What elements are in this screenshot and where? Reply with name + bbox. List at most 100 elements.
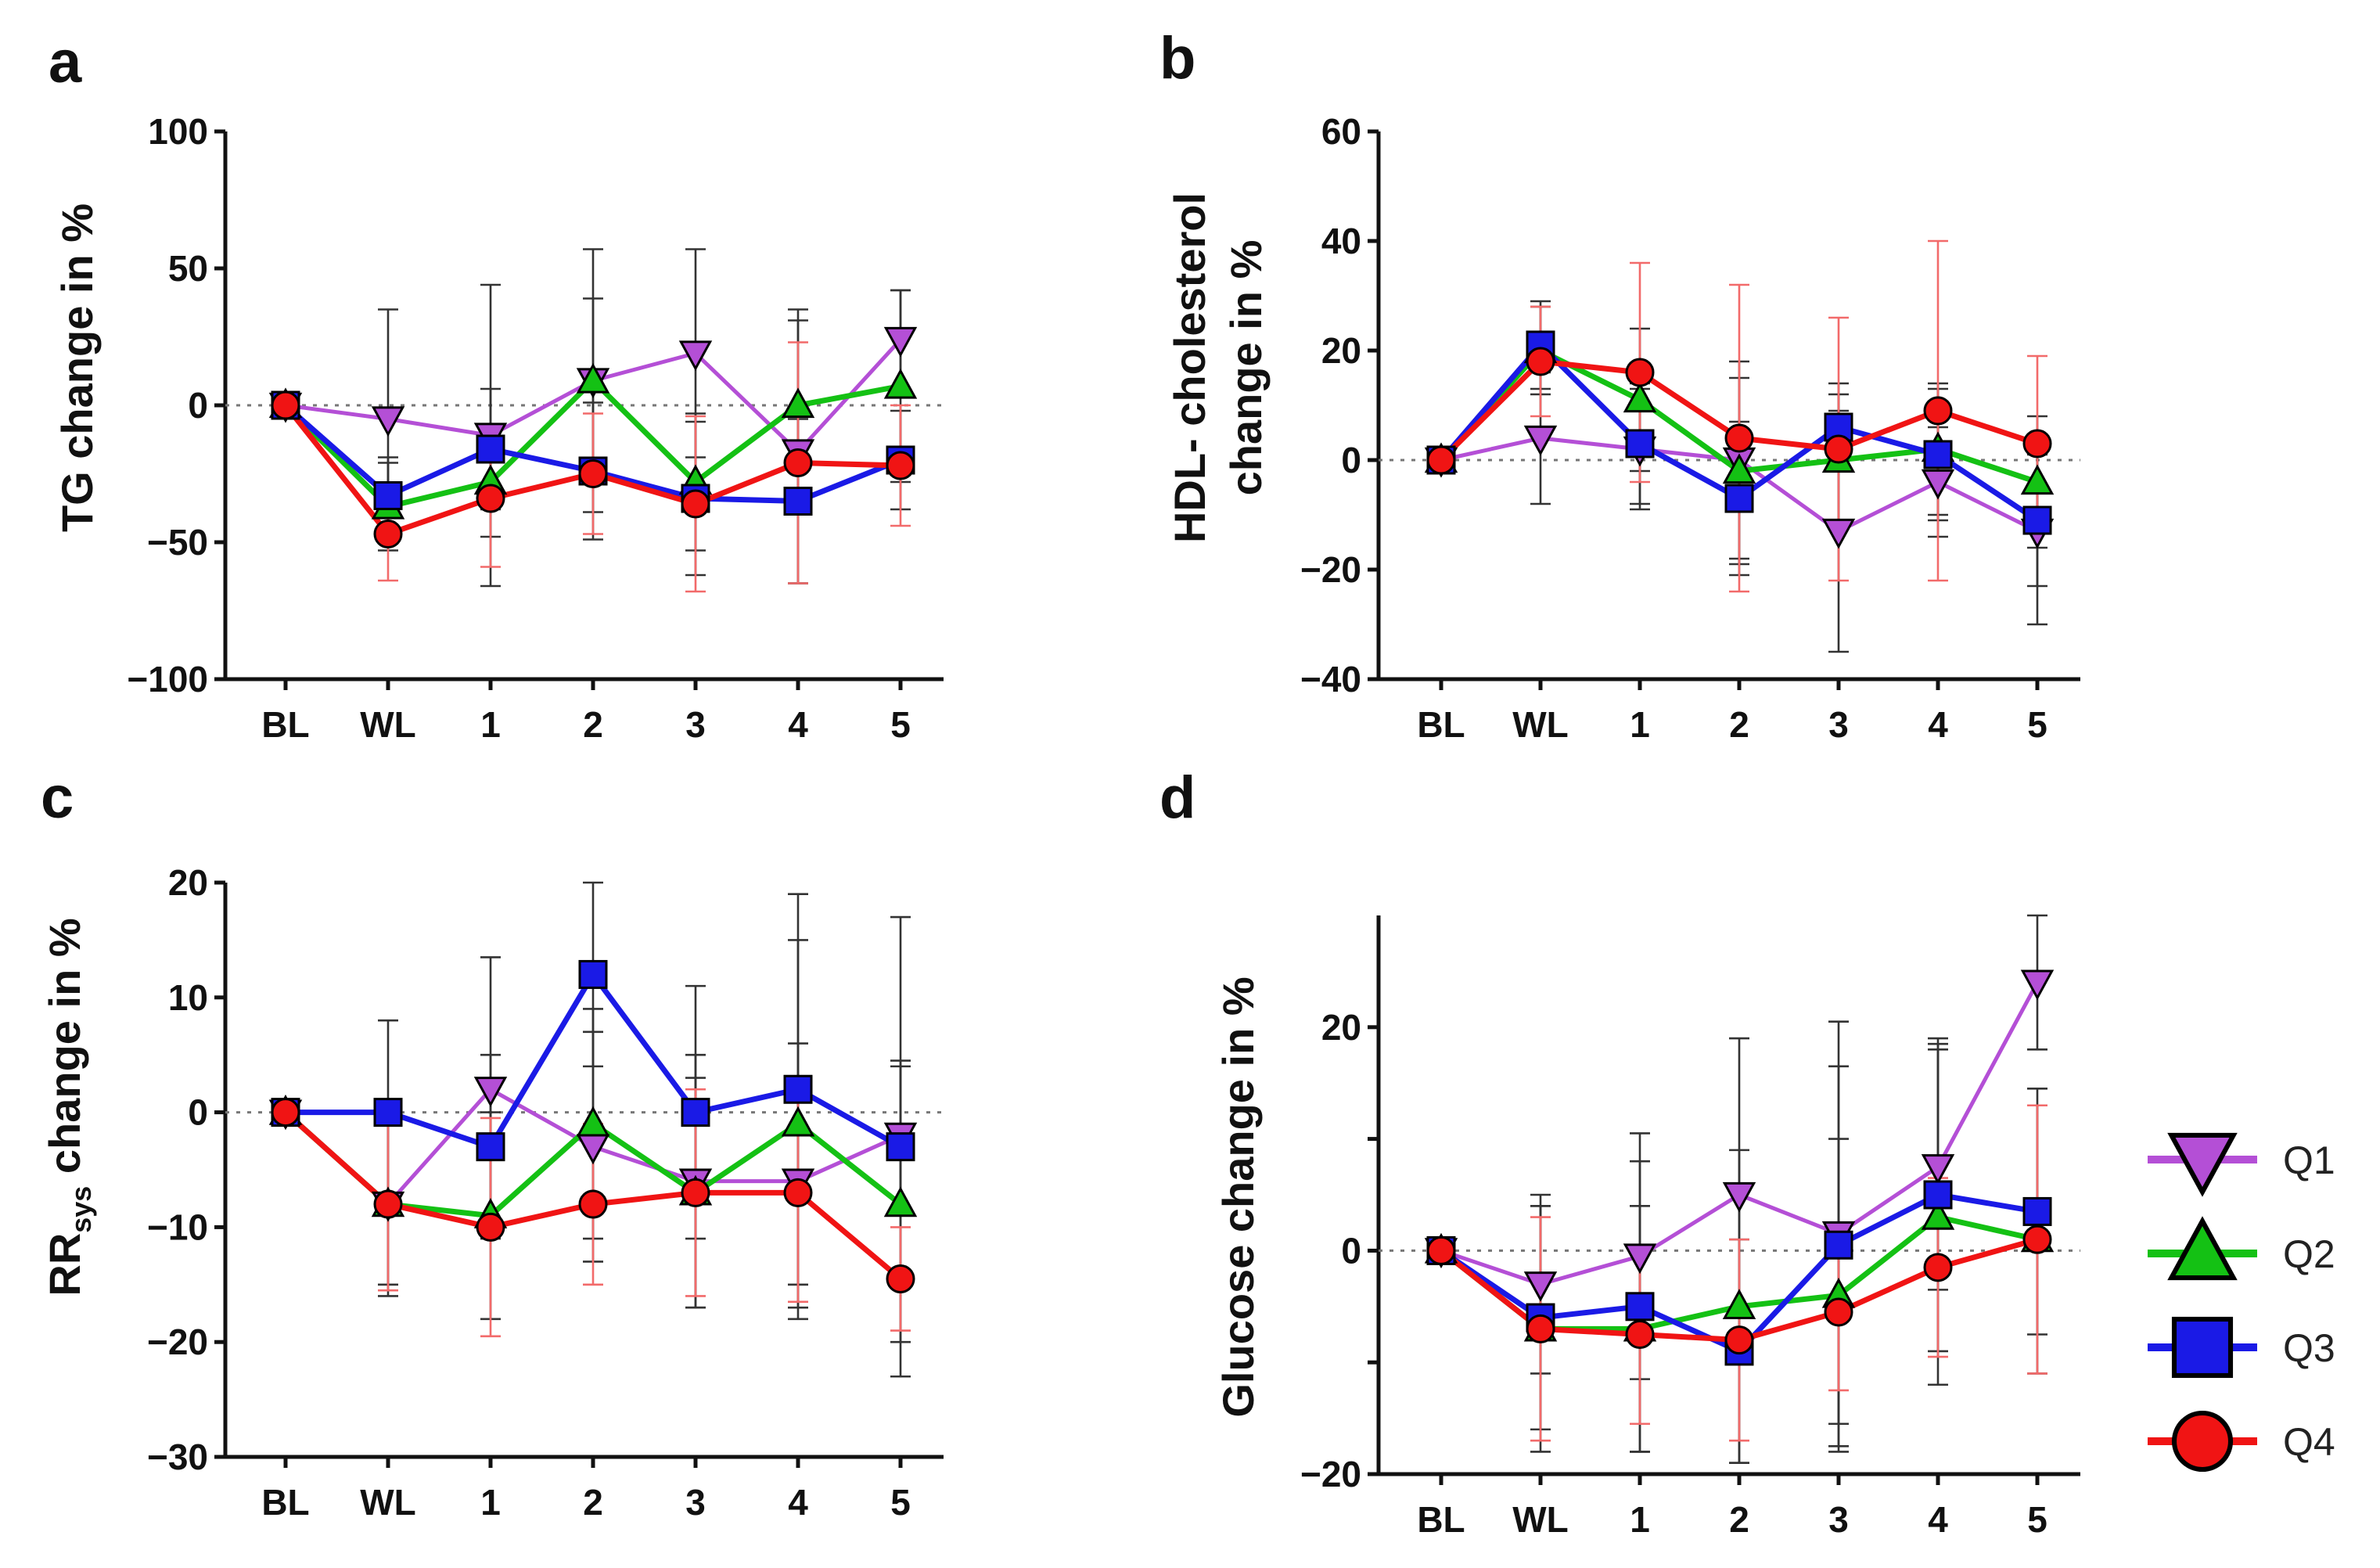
panel-b-xtick-label: 5 [2027,704,2047,745]
panel-letter-d: d [1159,764,1195,831]
panel-b-ylabel-line2: change in % [1221,240,1271,496]
panel-d-ylabel: Glucose change in % [1213,976,1263,1417]
panel-b-point-Q2 [1623,382,1657,413]
panel-d-axes [1368,915,2080,1485]
legend-marker-Q1 [2167,1132,2238,1197]
panel-c-point-Q3 [886,1132,915,1162]
panel-c-xtick-label: 1 [480,1482,501,1523]
panel-d-point-Q3 [2022,1196,2052,1226]
panel-d-point-Q4 [1426,1235,1456,1265]
panel-b-xtick-label: 2 [1729,704,1749,745]
panel-d-plot [1424,914,2055,1465]
panel-d-point-Q4 [1724,1325,1754,1355]
legend-marker-Q4 [2171,1410,2234,1473]
panel-d-point-Q4 [1824,1297,1853,1327]
panel-c-point-Q4 [578,1189,608,1219]
panel-b-point-Q1 [1821,518,1856,549]
panel-b-ylabel-line1: HDL- cholesterol [1165,192,1214,543]
legend-label-Q1: Q1 [2283,1138,2335,1182]
panel-d-point-Q1 [1921,1154,1955,1185]
panel-c-xtick-label: BL [261,1482,309,1523]
panel-c-ylabel-sub: sys [65,1186,97,1233]
panel-b-axes [1368,129,2080,690]
panel-c-ylabel-rest: change in % [40,918,89,1185]
panel-c-point-Q3 [373,1098,403,1127]
panel-b-point-Q3 [1625,429,1655,459]
panel-d-xtick-label: BL [1417,1499,1465,1540]
panel-b-point-Q3 [1724,484,1754,513]
panel-a-ytick-label: 100 [148,111,208,152]
panel-c-point-Q4 [783,1178,813,1207]
panel-a-point-Q4 [783,448,813,477]
panel-b-ytick-label: 40 [1321,221,1361,261]
panel-c-point-Q4 [886,1264,915,1293]
legend: Q1 Q2 Q3 Q4 [2148,1132,2335,1473]
panel-b: b HDL- cholesterol change in % 60 40 20 0 −2… [1159,25,2080,745]
panel-a-point-Q3 [476,434,505,464]
panel-c-ytick-label: 10 [168,977,208,1018]
panel-d-xtick-label: 4 [1928,1499,1948,1540]
panel-c-axes [214,880,944,1468]
panel-c-point-Q3 [681,1098,710,1127]
panel-a-xtick-label: 4 [788,704,808,745]
panel-b-point-Q4 [1426,445,1456,475]
panel-d-ytick-label: 0 [1341,1230,1361,1271]
panel-b-axis-lines [1376,131,2080,682]
legend-label-Q3: Q3 [2283,1326,2335,1370]
panel-c-ytick-label: 0 [188,1092,208,1133]
panel-b-point-Q4 [1724,423,1754,453]
panel-d-point-Q4 [1526,1314,1555,1343]
panel-d-point-Q2 [1722,1289,1756,1319]
panel-c-point-Q4 [476,1212,505,1242]
panel-c-point-Q2 [576,1106,610,1137]
panel-a-xtick-label: 5 [890,704,911,745]
panel-c-plot [268,881,918,1378]
panel-d-point-Q3 [1625,1292,1655,1322]
panel-a-point-Q1 [883,326,918,358]
panel-d-point-Q1 [2020,969,2055,1001]
panel-c-xtick-label: 2 [583,1482,603,1523]
panel-b-point-Q2 [2020,464,2055,495]
panel-d-point-Q3 [1923,1180,1953,1210]
panel-c-point-Q2 [781,1106,815,1137]
panel-b-point-Q4 [1526,347,1555,376]
panel-a-axes [214,129,944,690]
panel-b-point-Q1 [1921,469,1955,500]
panel-d: d Glucose change in % 20 0 −20 BL WL 1 2 3 4 5 [1159,764,2080,1540]
panel-c-point-Q3 [578,959,608,989]
panel-c: c RRsys change in % 20 10 0 −10 −20 −30 BL WL 1… [40,764,944,1523]
panel-d-point-Q4 [1923,1253,1953,1282]
panel-b-ytick-labels: 60 40 20 0 −20 −40 [1300,111,1361,699]
panel-b-xtick-label: BL [1417,704,1465,745]
panel-a-point-Q1 [678,340,713,372]
panel-c-xtick-label: 4 [788,1482,808,1523]
panel-letter-c: c [41,764,74,831]
panel-b-xtick-label: WL [1512,704,1569,745]
panel-c-point-Q1 [473,1077,508,1107]
panel-a-point-Q2 [883,368,918,399]
panel-c-point-Q4 [373,1189,403,1219]
panel-b-point-Q4 [2022,429,2052,459]
panel-c-point-Q4 [271,1098,300,1127]
panel-a-point-Q4 [886,451,915,480]
panel-b-point-Q2 [1722,453,1756,484]
panel-b-ytick-label: 20 [1321,330,1361,371]
panel-a-xtick-label: 1 [480,704,501,745]
panel-d-xtick-labels: BL WL 1 2 3 4 5 [1417,1499,2047,1540]
panel-c-ytick-label: −20 [147,1322,208,1362]
panel-a-point-Q4 [271,390,300,420]
legend-item-Q2: Q2 [2148,1216,2335,1281]
panel-d-xtick-label: WL [1512,1499,1569,1540]
panel-b-ytick-label: 0 [1341,440,1361,480]
panel-a-point-Q3 [783,487,813,516]
panel-d-xtick-label: 1 [1630,1499,1650,1540]
panel-a-xtick-labels: BL WL 1 2 3 4 5 [261,704,910,745]
panel-a-ytick-label: −100 [127,659,208,699]
panel-b-ytick-label: −20 [1300,549,1361,590]
panel-b-ytick-label: 60 [1321,111,1361,152]
legend-label-Q2: Q2 [2283,1232,2335,1276]
panel-a-point-Q2 [576,362,610,394]
legend-marker-Q3 [2171,1316,2234,1379]
panel-b-ytick-label: −40 [1300,659,1361,699]
